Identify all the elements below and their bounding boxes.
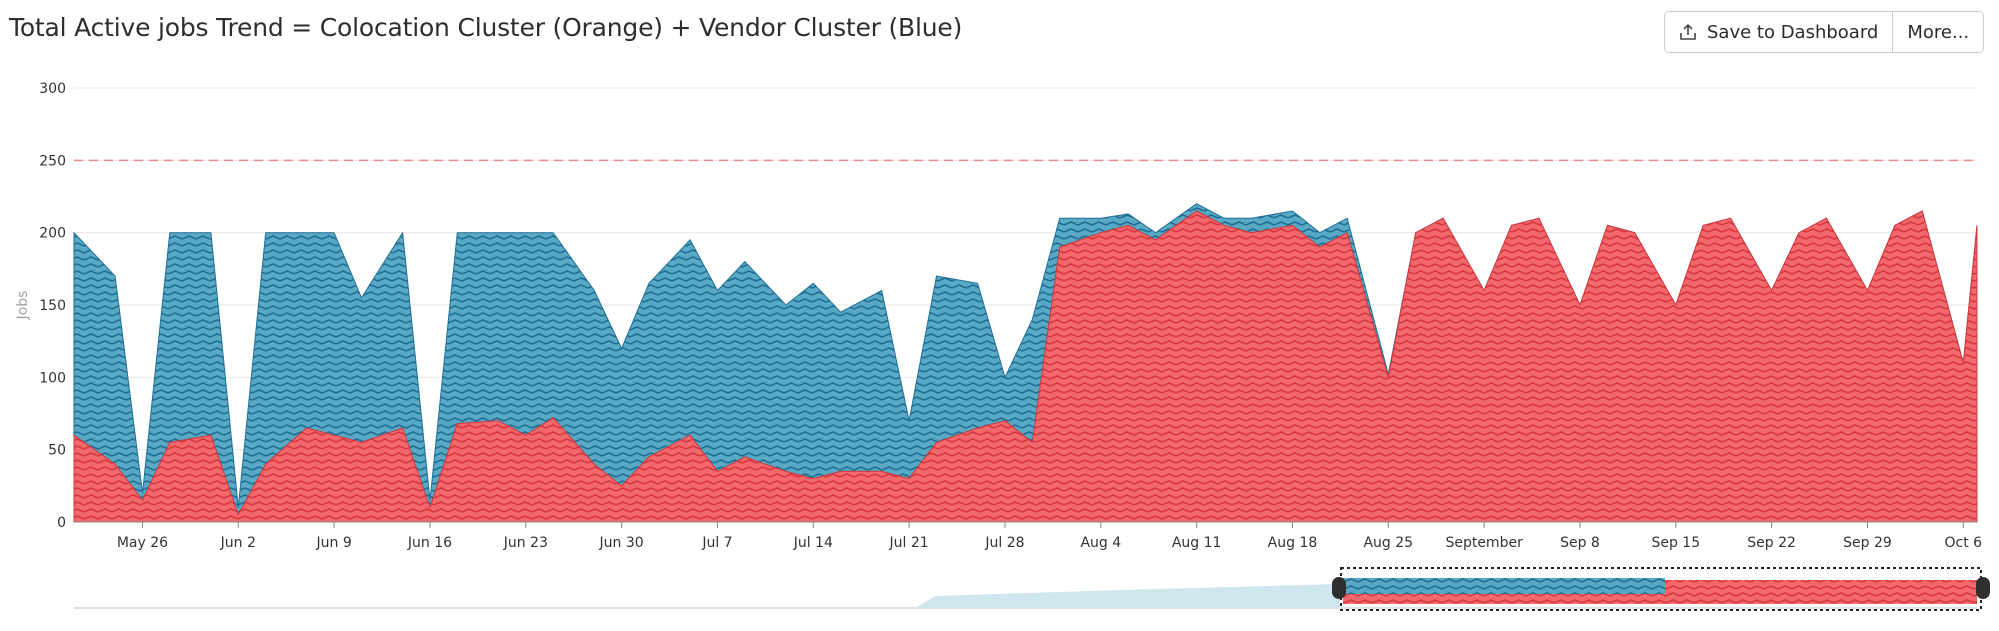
navigator-history-area [915, 584, 1340, 608]
x-tick-label: Jun 23 [503, 535, 548, 551]
x-tick-label: Sep 8 [1560, 535, 1600, 551]
y-tick-label: 50 [48, 443, 66, 459]
navigator-left-handle[interactable] [1332, 577, 1346, 599]
chart-header: Total Active jobs Trend = Colocation Clu… [0, 0, 1999, 66]
y-tick-label: 0 [57, 515, 66, 531]
x-tick-label: Sep 22 [1747, 535, 1796, 551]
chart-title: Total Active jobs Trend = Colocation Clu… [9, 13, 963, 42]
x-tick-label: Jul 14 [793, 535, 833, 551]
jobs-area-chart: 0 50 100 150 200 250 300 Jobs May 26 Jun 2 Jun 9 Ju… [15, 81, 1990, 611]
y-tick-label: 150 [39, 298, 66, 314]
x-tick-label: May 26 [117, 535, 168, 551]
x-tick-label: Jul 7 [701, 535, 732, 551]
share-upload-icon [1680, 23, 1696, 40]
x-tick-label: Jul 28 [984, 535, 1024, 551]
x-tick-label: Sep 15 [1651, 535, 1700, 551]
x-tick-label: Jun 9 [316, 535, 352, 551]
x-tick-label: September [1445, 535, 1523, 551]
x-tick-label: Jun 16 [407, 535, 452, 551]
y-axis-label: Jobs [15, 291, 31, 321]
x-tick-label: Aug 4 [1080, 535, 1121, 551]
y-tick-label: 100 [39, 370, 66, 386]
x-tick-label: Aug 11 [1172, 535, 1222, 551]
navigator-colocation-under-segment [1343, 594, 1665, 604]
x-tick-label: Jul 21 [889, 535, 929, 551]
navigator-right-handle[interactable] [1976, 577, 1990, 599]
y-tick-label: 300 [39, 81, 66, 97]
x-tick-label: Aug 25 [1363, 535, 1413, 551]
y-tick-label: 200 [39, 226, 66, 242]
x-tick-label: Aug 18 [1268, 535, 1318, 551]
x-tick-label: Oct 6 [1945, 535, 1983, 551]
more-label: More... [1907, 21, 1970, 43]
x-tick-label: Jun 2 [220, 535, 256, 551]
chart-actions: Save to Dashboard More... [1664, 11, 1985, 53]
more-button[interactable]: More... [1892, 12, 1983, 52]
save-to-dashboard-label: Save to Dashboard [1707, 21, 1879, 43]
save-to-dashboard-button[interactable]: Save to Dashboard [1665, 12, 1892, 52]
y-tick-label: 250 [39, 153, 66, 169]
x-tick-label: Jun 30 [599, 535, 644, 551]
navigator-colocation-segment [1665, 580, 1977, 604]
x-tick-label: Sep 29 [1843, 535, 1892, 551]
